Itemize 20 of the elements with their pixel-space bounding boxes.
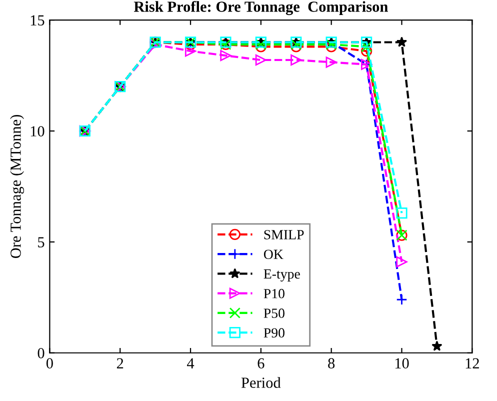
- x-axis-title: Period: [241, 377, 281, 388]
- chart-title: Risk Profle: Ore Tonnage Comparison: [134, 0, 388, 16]
- legend-label: OK: [264, 250, 284, 260]
- legend-label: P10: [264, 288, 284, 298]
- y-tick-label: 5: [38, 237, 44, 248]
- legend-label: SMILP: [264, 230, 304, 240]
- x-tick-label: 0: [46, 358, 53, 368]
- y-tick-label: 15: [30, 15, 44, 26]
- x-tick-label: 2: [116, 358, 124, 368]
- x-tick-label: 8: [328, 358, 335, 368]
- y-tick-label: 10: [30, 126, 44, 136]
- y-axis-title: Ore Tonnage (MTonne): [10, 114, 24, 258]
- x-tick-label: 12: [466, 358, 479, 368]
- y-tick-label: 0: [38, 348, 44, 358]
- x-tick-label: 4: [186, 358, 194, 368]
- legend-label: P90: [264, 328, 284, 338]
- legend-label: E-type: [264, 269, 300, 282]
- legend-label: P50: [264, 308, 284, 318]
- x-tick-label: 6: [258, 358, 264, 368]
- x-tick-label: 10: [395, 358, 409, 368]
